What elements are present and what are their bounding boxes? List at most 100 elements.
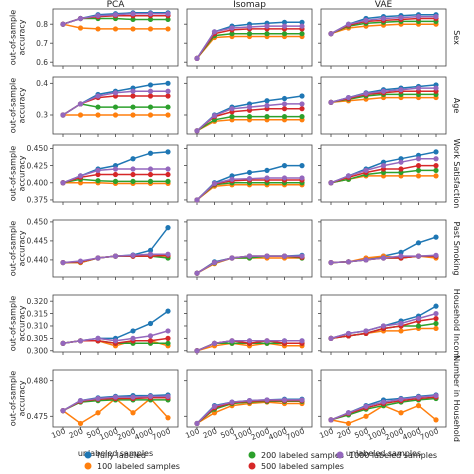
data-point-1000-labeled-samples: [281, 253, 288, 259]
data-point-200-labeled-samples: [433, 320, 439, 327]
data-point-1000-labeled-samples: [264, 397, 270, 403]
y-tick-label: 0.320: [27, 297, 49, 306]
data-point-500-labeled-samples: [130, 171, 136, 178]
data-point-100-labeled-samples: [398, 410, 404, 416]
data-point-200-labeled-samples: [147, 104, 154, 110]
data-point-1000-labeled-samples: [229, 176, 235, 182]
data-point-200-labeled-samples: [130, 104, 136, 110]
data-point-fully-labeled: [281, 19, 288, 25]
data-point-1000-labeled-samples: [130, 11, 136, 17]
data-point-1000-labeled-samples: [380, 163, 387, 169]
y-axis-label: out-of-sampleaccuracy: [9, 221, 27, 276]
data-point-500-labeled-samples: [165, 171, 171, 178]
data-point-500-labeled-samples: [130, 93, 136, 99]
data-point-500-labeled-samples: [95, 171, 101, 178]
data-point-1000-labeled-samples: [95, 167, 101, 174]
data-point-1000-labeled-samples: [95, 395, 101, 402]
data-point-1000-labeled-samples: [433, 156, 439, 162]
y-tick-label: 0.480: [27, 376, 49, 385]
data-point-1000-labeled-samples: [229, 25, 235, 31]
data-point-100-labeled-samples: [433, 173, 439, 179]
data-point-1000-labeled-samples: [95, 13, 101, 19]
data-point-100-labeled-samples: [211, 410, 218, 416]
row-title-past-smoking: Past Smoking: [452, 222, 461, 276]
data-point-1000-labeled-samples: [415, 85, 422, 91]
data-point-fully-labeled: [299, 19, 305, 25]
data-point-100-labeled-samples: [95, 410, 101, 416]
data-point-500-labeled-samples: [147, 171, 154, 178]
data-point-1000-labeled-samples: [229, 399, 235, 405]
data-point-fully-labeled: [264, 167, 270, 174]
data-point-100-labeled-samples: [345, 420, 352, 427]
data-point-fully-labeled: [165, 80, 171, 86]
data-point-1000-labeled-samples: [299, 175, 305, 181]
data-point-1000-labeled-samples: [281, 101, 288, 107]
data-point-100-labeled-samples: [415, 173, 422, 179]
data-point-1000-labeled-samples: [398, 396, 404, 402]
data-point-100-labeled-samples: [95, 26, 101, 32]
data-point-500-labeled-samples: [147, 338, 154, 344]
data-point-1000-labeled-samples: [415, 14, 422, 20]
data-point-1000-labeled-samples: [415, 253, 422, 259]
data-point-1000-labeled-samples: [345, 410, 352, 416]
data-point-200-labeled-samples: [95, 178, 101, 184]
data-point-200-labeled-samples: [229, 113, 235, 120]
data-point-200-labeled-samples: [246, 31, 253, 37]
data-point-1000-labeled-samples: [194, 197, 200, 203]
data-point-fully-labeled: [433, 149, 439, 155]
panel-frame-past-smoking-vae: [320, 219, 447, 278]
y-tick-label: 0.7: [36, 39, 48, 48]
data-point-1000-labeled-samples: [229, 255, 235, 261]
data-point-500-labeled-samples: [281, 106, 288, 112]
data-point-1000-labeled-samples: [299, 101, 305, 107]
y-axis-label-line: accuracy: [18, 19, 27, 55]
data-point-1000-labeled-samples: [112, 90, 119, 96]
data-point-1000-labeled-samples: [130, 335, 136, 341]
y-axis-label: out-of-sampleaccuracy: [9, 371, 27, 426]
data-point-1000-labeled-samples: [299, 397, 305, 403]
x-axis-label: unlabeled samples: [346, 449, 421, 458]
legend-marker-200-labeled-samples: [248, 451, 256, 459]
data-point-1000-labeled-samples: [398, 14, 404, 21]
data-point-1000-labeled-samples: [130, 166, 136, 172]
data-point-1000-labeled-samples: [246, 338, 253, 344]
data-point-1000-labeled-samples: [345, 330, 352, 337]
data-point-1000-labeled-samples: [264, 23, 270, 29]
legend-label-500-labeled-samples: 500 labeled samples: [261, 462, 344, 471]
data-point-1000-labeled-samples: [328, 335, 334, 341]
data-point-1000-labeled-samples: [328, 259, 334, 266]
data-point-1000-labeled-samples: [363, 167, 369, 174]
data-point-1000-labeled-samples: [165, 166, 171, 172]
data-point-1000-labeled-samples: [130, 252, 136, 258]
data-point-100-labeled-samples: [130, 410, 136, 416]
data-point-1000-labeled-samples: [211, 29, 218, 35]
data-point-1000-labeled-samples: [229, 338, 235, 344]
data-point-1000-labeled-samples: [398, 159, 404, 165]
y-tick-label: 0.8: [36, 20, 48, 29]
data-point-1000-labeled-samples: [415, 315, 422, 322]
data-point-200-labeled-samples: [165, 178, 171, 184]
data-point-1000-labeled-samples: [363, 328, 369, 334]
data-point-1000-labeled-samples: [380, 399, 387, 405]
data-point-200-labeled-samples: [130, 178, 136, 184]
data-point-1000-labeled-samples: [112, 166, 119, 172]
y-axis-label: out-of-sampleaccuracy: [9, 146, 27, 201]
y-axis-label-line: accuracy: [18, 230, 27, 266]
data-point-1000-labeled-samples: [345, 21, 352, 27]
x-axis-label: unlabeled samples: [78, 449, 153, 458]
data-point-1000-labeled-samples: [130, 394, 136, 400]
data-point-fully-labeled: [415, 240, 422, 246]
panel-frame-past-smoking-pca: [52, 219, 179, 278]
data-point-1000-labeled-samples: [60, 259, 66, 266]
data-point-1000-labeled-samples: [363, 17, 369, 23]
data-point-1000-labeled-samples: [165, 11, 171, 17]
data-point-500-labeled-samples: [112, 171, 119, 178]
data-point-1000-labeled-samples: [345, 259, 352, 265]
data-point-100-labeled-samples: [165, 26, 171, 32]
data-point-100-labeled-samples: [112, 112, 119, 118]
data-point-200-labeled-samples: [264, 31, 270, 37]
data-point-1000-labeled-samples: [60, 180, 66, 186]
data-point-1000-labeled-samples: [398, 253, 404, 259]
data-point-1000-labeled-samples: [299, 253, 305, 259]
x-tick-label: 100: [318, 426, 335, 440]
